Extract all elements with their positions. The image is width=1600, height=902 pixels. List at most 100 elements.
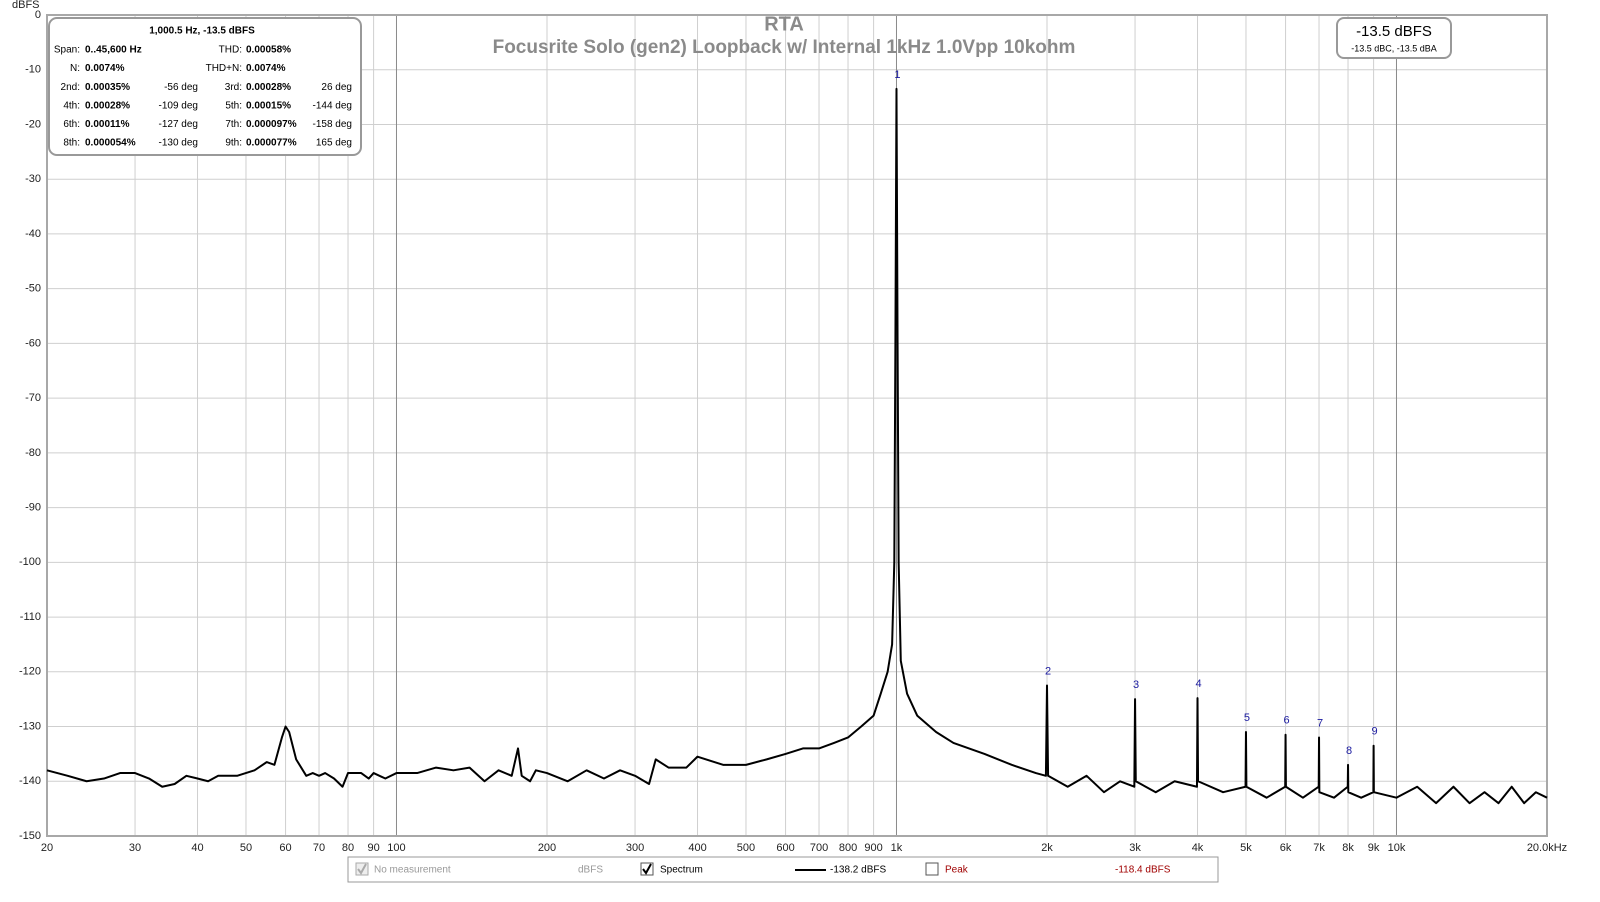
y-tick-label: -130 [19, 720, 41, 732]
info-label: THD: [219, 45, 242, 56]
info-label: N: [70, 63, 80, 74]
x-tick-label: 90 [367, 842, 379, 854]
x-tick-label: 4k [1192, 842, 1204, 854]
info-value: 0.00058% [246, 45, 291, 56]
info-label: Span: [54, 45, 80, 56]
info-value: 0.000054% [85, 138, 136, 149]
info-label: 2nd: [61, 82, 80, 93]
info-value: 0.00035% [85, 82, 130, 93]
y-tick-label: -150 [19, 830, 41, 842]
x-tick-label: 200 [538, 842, 556, 854]
legend-reading: -118.4 dBFS [1115, 865, 1171, 876]
info-label: 3rd: [225, 82, 242, 93]
info-label: 7th: [225, 119, 242, 130]
x-tick-label: 3k [1129, 842, 1141, 854]
harmonic-marker: 8 [1346, 745, 1352, 757]
chart-title: RTA [764, 13, 804, 35]
harmonic-marker: 3 [1133, 679, 1139, 691]
checkbox [355, 862, 369, 876]
x-tick-label: 700 [810, 842, 828, 854]
legend-name: Peak [945, 865, 969, 876]
x-tick-label: 1k [891, 842, 903, 854]
checkbox[interactable] [925, 862, 939, 876]
x-tick-label: 9k [1368, 842, 1380, 854]
info-value: 0.00015% [246, 100, 291, 111]
x-tick-label: 600 [776, 842, 794, 854]
info-value: 0.0074% [85, 63, 125, 74]
plot-border [46, 14, 1548, 837]
info-value: 0.00028% [85, 100, 130, 111]
info-phase: -56 deg [164, 82, 198, 93]
info-value: 0..45,600 Hz [85, 45, 142, 56]
info-header: 1,000.5 Hz, -13.5 dBFS [149, 26, 255, 37]
info-label: 9th: [225, 138, 242, 149]
info-value: 0.000077% [246, 138, 297, 149]
harmonic-marker: 7 [1317, 717, 1323, 729]
x-tick-label: 30 [129, 842, 141, 854]
legend-bar [347, 856, 1219, 883]
info-phase: -127 deg [159, 119, 198, 130]
checkbox[interactable] [640, 862, 654, 876]
x-tick-label: 8k [1342, 842, 1354, 854]
y-tick-label: -60 [25, 337, 41, 349]
info-label: 5th: [225, 100, 242, 111]
y-tick-label: -10 [25, 64, 41, 76]
chart-subtitle: Focusrite Solo (gen2) Loopback w/ Intern… [493, 37, 1076, 58]
legend-reading: dBFS [578, 865, 603, 876]
x-tick-label: 20.0kHz [1527, 842, 1567, 854]
x-tick-label: 20 [41, 842, 53, 854]
legend-name: Spectrum [660, 865, 703, 876]
checkbox-check [642, 863, 652, 875]
info-phase: 26 deg [321, 82, 352, 93]
y-axis-label: dBFS [12, 0, 40, 11]
harmonic-marker: 4 [1195, 678, 1201, 690]
y-tick-label: -80 [25, 447, 41, 459]
y-tick-label: -100 [19, 556, 41, 568]
x-tick-label: 100 [387, 842, 405, 854]
info-value: 0.000097% [246, 119, 297, 130]
y-tick-label: -30 [25, 173, 41, 185]
readout-sub: -13.5 dBC, -13.5 dBA [1351, 43, 1437, 53]
x-tick-label: 10k [1388, 842, 1406, 854]
x-tick-label: 5k [1240, 842, 1252, 854]
y-tick-label: -70 [25, 392, 41, 404]
info-phase: -158 deg [313, 119, 352, 130]
info-value: 0.00028% [246, 82, 291, 93]
y-tick-label: -90 [25, 502, 41, 514]
legend-name: No measurement [374, 865, 451, 876]
x-tick-label: 800 [839, 842, 857, 854]
info-label: 4th: [63, 100, 80, 111]
info-box [48, 17, 362, 156]
y-tick-label: -40 [25, 228, 41, 240]
info-value: 0.0074% [246, 63, 286, 74]
y-tick-label: 0 [35, 9, 41, 21]
x-tick-label: 6k [1280, 842, 1292, 854]
x-tick-label: 80 [342, 842, 354, 854]
x-tick-label: 2k [1041, 842, 1053, 854]
y-tick-label: -140 [19, 775, 41, 787]
checkbox-check [357, 863, 367, 875]
info-label: 8th: [63, 138, 80, 149]
x-tick-label: 70 [313, 842, 325, 854]
checkbox-box [925, 862, 939, 876]
info-phase: 165 deg [316, 138, 352, 149]
harmonic-marker: 6 [1283, 715, 1289, 727]
info-label: THD+N: [206, 63, 242, 74]
y-tick-label: -20 [25, 118, 41, 130]
harmonic-marker: 9 [1372, 726, 1378, 738]
info-phase: -130 deg [159, 138, 198, 149]
spectrum-line [46, 87, 1548, 805]
info-label: 6th: [63, 119, 80, 130]
x-tick-label: 300 [626, 842, 644, 854]
x-tick-label: 400 [688, 842, 706, 854]
x-tick-label: 40 [191, 842, 203, 854]
x-tick-label: 900 [864, 842, 882, 854]
info-phase: -144 deg [313, 100, 352, 111]
readout-main: -13.5 dBFS [1356, 23, 1432, 40]
x-tick-label: 500 [737, 842, 755, 854]
harmonic-marker: 2 [1045, 665, 1051, 677]
x-tick-label: 50 [240, 842, 252, 854]
harmonic-marker: 5 [1244, 712, 1250, 724]
info-value: 0.00011% [85, 119, 130, 130]
